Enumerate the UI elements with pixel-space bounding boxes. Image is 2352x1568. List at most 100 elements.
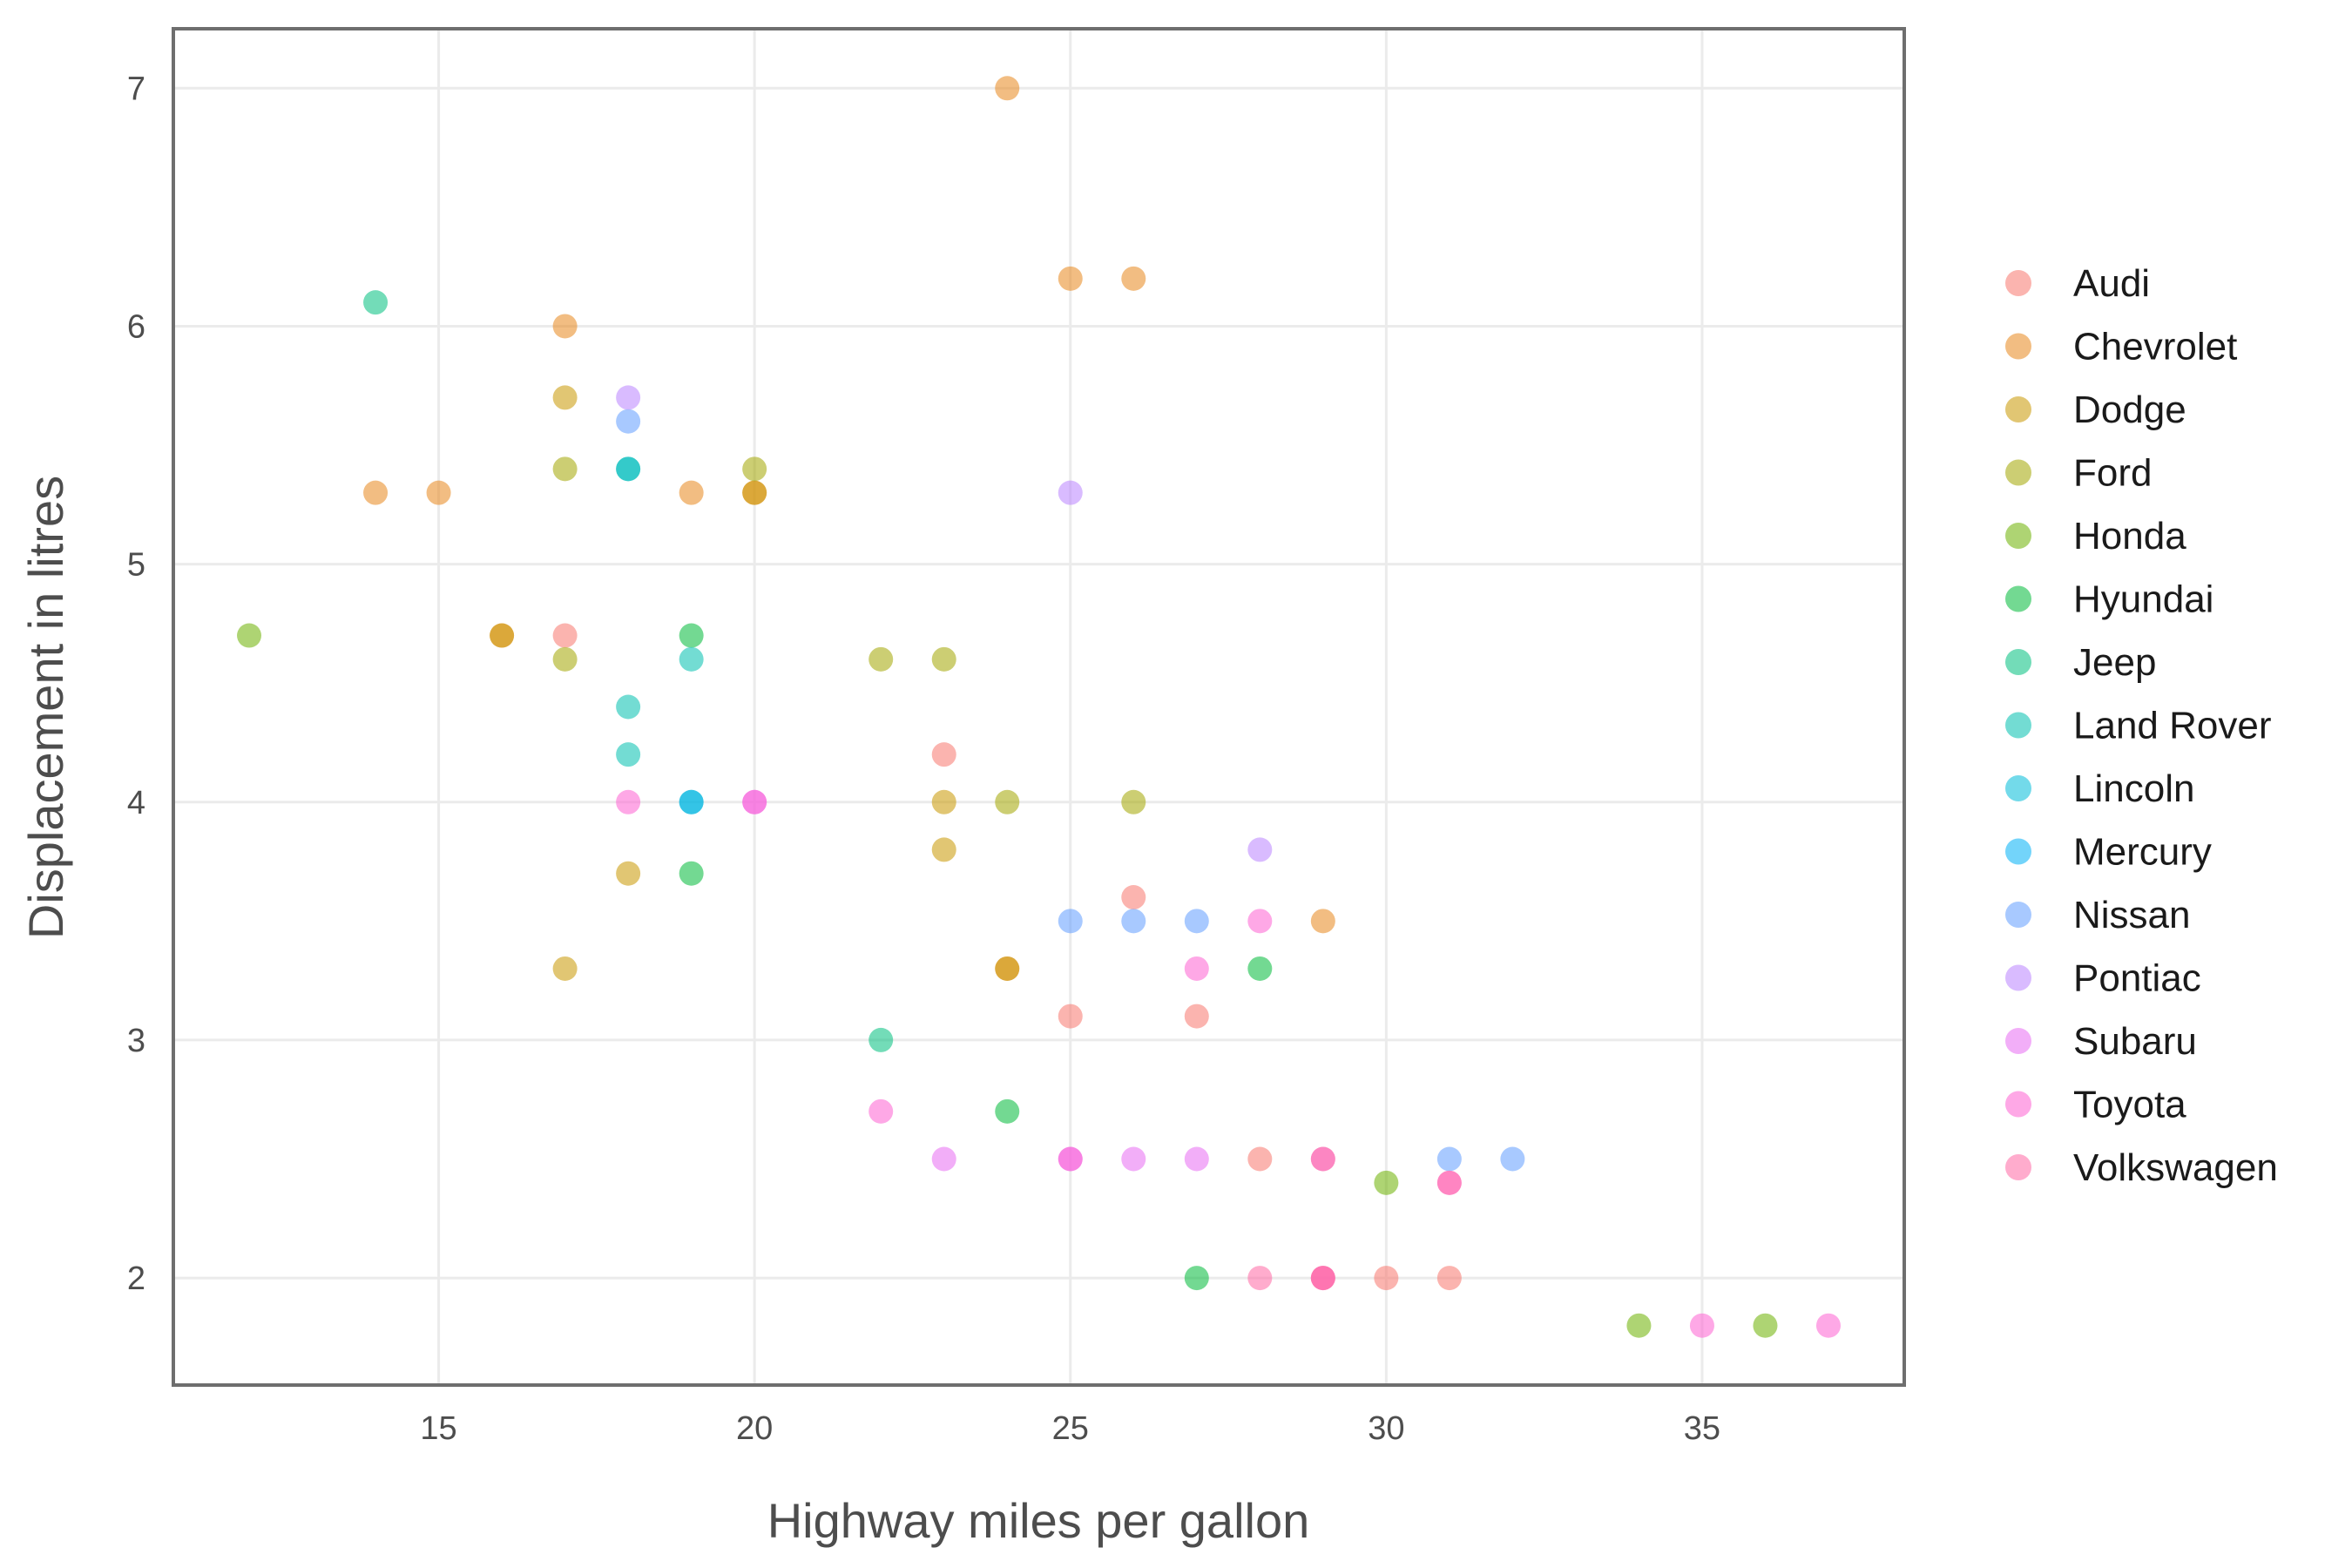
point-toyota bbox=[1310, 1146, 1335, 1172]
point-dodge bbox=[742, 480, 767, 505]
point-ford bbox=[995, 789, 1020, 814]
grid-lines bbox=[173, 29, 1904, 1385]
x-tick-label: 35 bbox=[1684, 1410, 1720, 1447]
legend-label-ford: Ford bbox=[2073, 452, 2152, 495]
legend-key-hyundai bbox=[2005, 585, 2031, 612]
point-toyota bbox=[616, 789, 641, 814]
point-audi bbox=[1247, 1146, 1273, 1172]
point-chevrolet bbox=[679, 480, 704, 505]
plot-panel-border bbox=[172, 27, 1906, 1387]
point-chevrolet bbox=[426, 480, 451, 505]
x-tick-label: 20 bbox=[736, 1410, 773, 1447]
y-tick-label: 3 bbox=[127, 1023, 145, 1059]
point-toyota bbox=[1689, 1313, 1714, 1338]
legend-label-nissan: Nissan bbox=[2073, 894, 2191, 936]
y-tick-label: 7 bbox=[127, 71, 145, 107]
point-nissan bbox=[1121, 909, 1146, 934]
point-toyota bbox=[1058, 1146, 1083, 1172]
legend-label-chevrolet: Chevrolet bbox=[2073, 326, 2237, 368]
legend-key-nissan bbox=[2005, 902, 2031, 928]
point-hyundai bbox=[679, 623, 704, 648]
point-volkswagen bbox=[1436, 1170, 1462, 1195]
point-chevrolet bbox=[1058, 266, 1083, 291]
point-land-rover bbox=[616, 742, 641, 767]
legend-key-toyota bbox=[2005, 1091, 2031, 1118]
point-jeep bbox=[868, 1027, 894, 1052]
point-volkswagen bbox=[1310, 1266, 1335, 1291]
legend-key-pontiac bbox=[2005, 964, 2031, 991]
legend-key-honda bbox=[2005, 523, 2031, 549]
point-dodge bbox=[552, 956, 578, 981]
point-toyota bbox=[1184, 956, 1209, 981]
point-volkswagen bbox=[1247, 1266, 1273, 1291]
point-dodge bbox=[995, 956, 1020, 981]
y-tick-label: 2 bbox=[127, 1260, 145, 1297]
point-chevrolet bbox=[995, 76, 1020, 101]
point-nissan bbox=[1058, 909, 1083, 934]
y-tick-label: 5 bbox=[127, 547, 145, 584]
point-toyota bbox=[1815, 1313, 1841, 1338]
point-toyota bbox=[868, 1098, 894, 1124]
point-audi bbox=[1058, 1004, 1083, 1029]
point-subaru bbox=[931, 1146, 956, 1172]
point-ford bbox=[742, 456, 767, 482]
point-ford bbox=[552, 456, 578, 482]
legend-key-volkswagen bbox=[2005, 1154, 2031, 1180]
point-honda bbox=[1374, 1170, 1399, 1195]
point-subaru bbox=[1184, 1146, 1209, 1172]
point-toyota bbox=[742, 789, 767, 814]
point-subaru bbox=[1121, 1146, 1146, 1172]
point-chevrolet bbox=[552, 314, 578, 339]
point-dodge bbox=[931, 789, 956, 814]
point-pontiac bbox=[616, 385, 641, 410]
legend-label-toyota: Toyota bbox=[2073, 1084, 2186, 1126]
point-audi bbox=[1436, 1266, 1462, 1291]
point-hyundai bbox=[1184, 1266, 1209, 1291]
point-dodge bbox=[552, 385, 578, 410]
point-nissan bbox=[1436, 1146, 1462, 1172]
x-tick-labels: 15 20 25 30 35 bbox=[420, 1410, 1720, 1447]
point-audi bbox=[931, 742, 956, 767]
point-honda bbox=[1753, 1313, 1778, 1338]
point-nissan bbox=[616, 409, 641, 434]
point-pontiac bbox=[1058, 480, 1083, 505]
legend-label-audi: Audi bbox=[2073, 262, 2150, 305]
point-chevrolet bbox=[1310, 909, 1335, 934]
point-dodge bbox=[931, 837, 956, 862]
legend-label-lincoln: Lincoln bbox=[2073, 767, 2194, 810]
legend-key-jeep bbox=[2005, 649, 2031, 675]
point-dodge bbox=[490, 623, 515, 648]
data-points bbox=[237, 76, 1841, 1338]
point-pontiac bbox=[1247, 837, 1273, 862]
legend-label-volkswagen: Volkswagen bbox=[2073, 1146, 2278, 1189]
point-ford bbox=[868, 646, 894, 672]
point-hyundai bbox=[679, 861, 704, 886]
point-hyundai bbox=[1247, 956, 1273, 981]
point-chevrolet bbox=[363, 480, 389, 505]
legend-key-ford bbox=[2005, 459, 2031, 486]
legend-label-mercury: Mercury bbox=[2073, 831, 2212, 874]
point-nissan bbox=[1184, 909, 1209, 934]
x-tick-label: 15 bbox=[420, 1410, 456, 1447]
point-hyundai bbox=[995, 1098, 1020, 1124]
legend-key-mercury bbox=[2005, 838, 2031, 865]
point-audi bbox=[1374, 1266, 1399, 1291]
point-land-rover bbox=[616, 694, 641, 720]
legend-label-land-rover: Land Rover bbox=[2073, 705, 2271, 747]
y-tick-label: 4 bbox=[127, 785, 145, 821]
point-dodge bbox=[616, 861, 641, 886]
y-tick-label: 6 bbox=[127, 308, 145, 345]
legend-key-lincoln bbox=[2005, 775, 2031, 801]
point-land-rover bbox=[679, 646, 704, 672]
point-jeep bbox=[363, 290, 389, 315]
point-chevrolet bbox=[1121, 266, 1146, 291]
legend-label-jeep: Jeep bbox=[2073, 641, 2156, 684]
point-mercury bbox=[679, 789, 704, 814]
point-ford bbox=[552, 646, 578, 672]
point-honda bbox=[1626, 1313, 1652, 1338]
legend-key-audi bbox=[2005, 270, 2031, 296]
legend-key-dodge bbox=[2005, 396, 2031, 422]
legend: Audi Chevrolet Dodge Ford Honda Hyundai Jeep La… bbox=[2005, 262, 2278, 1189]
legend-key-subaru bbox=[2005, 1028, 2031, 1054]
